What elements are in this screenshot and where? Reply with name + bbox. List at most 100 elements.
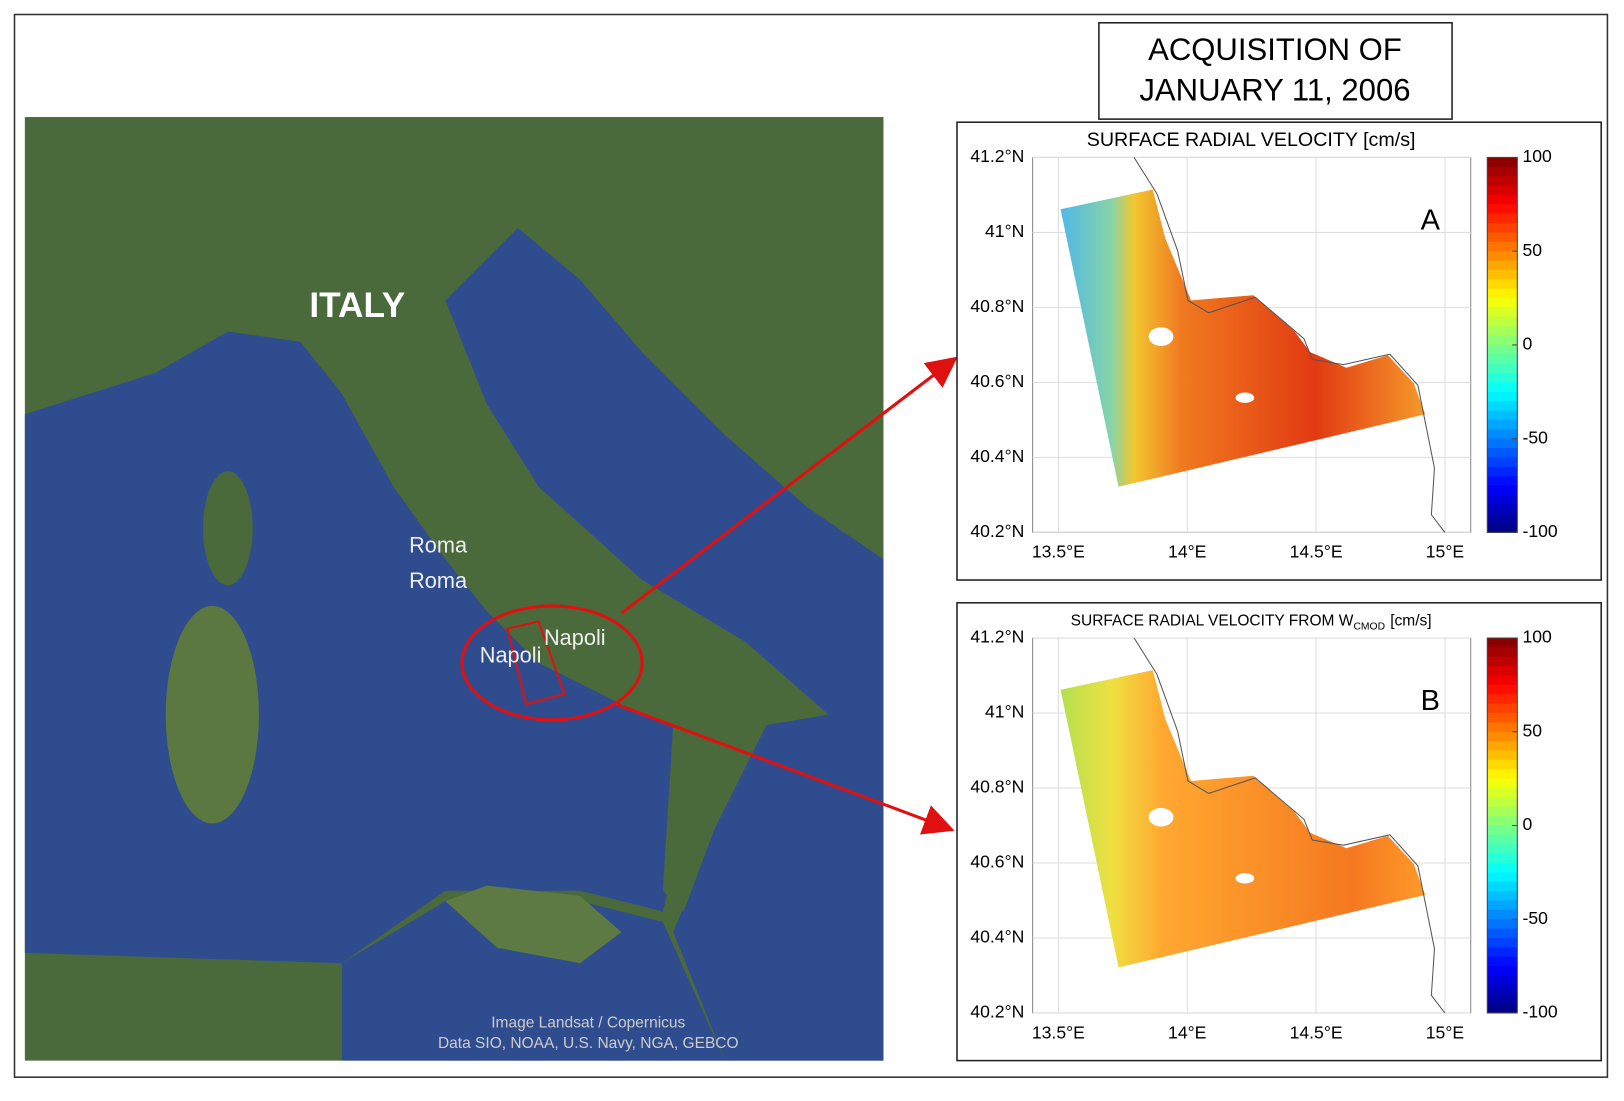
land-hole — [1235, 873, 1255, 884]
panel-title: SURFACE RADIAL VELOCITY [cm/s] — [1087, 129, 1416, 151]
colorbar-step — [1487, 731, 1518, 742]
land-hole — [1148, 327, 1174, 346]
colorbar-step — [1487, 223, 1518, 233]
colorbar-step — [1487, 504, 1518, 515]
colorbar-step — [1487, 741, 1518, 752]
colorbar-step — [1487, 881, 1518, 892]
colorbar-step — [1487, 966, 1518, 976]
y-tick-label: 40.2°N — [970, 1002, 1024, 1022]
x-tick-label: 14°E — [1168, 542, 1206, 562]
y-tick-label: 40.6°N — [970, 852, 1024, 872]
colorbar-step — [1487, 825, 1518, 836]
colorbar-step — [1487, 919, 1518, 930]
colorbar-step — [1487, 176, 1518, 187]
colorbar-step — [1487, 401, 1518, 412]
colorbar-step — [1487, 675, 1518, 686]
colorbar-step — [1487, 438, 1518, 449]
colorbar-step — [1487, 466, 1518, 477]
coastline — [1133, 637, 1446, 1014]
colorbar-step — [1487, 759, 1518, 770]
colorbar-step — [1487, 722, 1518, 733]
colorbar-step — [1487, 523, 1518, 533]
title-part: CMOD — [1353, 621, 1385, 632]
colorbar-step — [1487, 241, 1518, 252]
colorbar-step — [1487, 947, 1518, 958]
colorbar-step — [1487, 429, 1518, 440]
colorbar-step — [1487, 647, 1518, 658]
colorbar-step — [1487, 373, 1518, 383]
panel-title: SURFACE RADIAL VELOCITY FROM WCMOD [cm/s] — [1071, 613, 1432, 633]
land-hole — [1235, 392, 1255, 403]
colorbar-step — [1487, 1003, 1518, 1014]
colorbar-tick-label: -100 — [1523, 521, 1558, 541]
colorbar-step — [1487, 485, 1518, 496]
colorbar-step — [1487, 666, 1518, 677]
colorbar-step — [1487, 391, 1518, 402]
colorbar-step — [1487, 684, 1518, 695]
title-part: SURFACE RADIAL VELOCITY [cm/s] — [1087, 129, 1416, 151]
colorbar-tick-label: 0 — [1523, 334, 1533, 354]
colorbar-step — [1487, 956, 1518, 967]
colorbar-step — [1487, 984, 1518, 995]
arrow — [620, 356, 958, 615]
satellite-map: ITALY Roma Roma Napoli Napoli Image Land… — [24, 117, 958, 1061]
colorbar-tick-label: 50 — [1523, 720, 1543, 740]
colorbar-step — [1487, 656, 1518, 667]
island — [165, 605, 259, 824]
title-part: SURFACE RADIAL VELOCITY FROM W — [1071, 613, 1354, 630]
colorbar-step — [1487, 834, 1518, 845]
y-tick-label: 41°N — [985, 702, 1024, 722]
y-tick-label: 40.4°N — [970, 927, 1024, 947]
y-tick-label: 40.4°N — [970, 446, 1024, 466]
panel-letter: B — [1421, 685, 1440, 717]
island — [203, 471, 253, 586]
colorbar-tick-label: 100 — [1523, 146, 1553, 166]
island — [445, 885, 622, 964]
place-label: Roma — [409, 533, 468, 558]
colorbar-step — [1487, 335, 1518, 346]
panel: 13.5°E 14°E 14.5°E 15°E 40.2°N 40.4°N 40.6°N 40… — [956, 121, 1602, 581]
colorbar-step — [1487, 344, 1518, 355]
x-tick-label: 14°E — [1168, 1022, 1206, 1042]
colorbar-step — [1487, 476, 1518, 487]
colorbar-step — [1487, 513, 1518, 524]
sea — [341, 901, 725, 1061]
colorbar-step — [1487, 909, 1518, 920]
outer-frame — [13, 13, 1609, 1078]
colorbar-step — [1487, 994, 1518, 1005]
colorbar-tick-label: 0 — [1523, 814, 1533, 834]
colorbar-step — [1487, 928, 1518, 939]
colorbar-tick-label: -50 — [1523, 427, 1549, 447]
colorbar-step — [1487, 269, 1518, 280]
colorbar-step — [1487, 410, 1518, 421]
colorbar-tick-label: -100 — [1523, 1002, 1558, 1022]
land-hole — [1148, 807, 1174, 827]
colorbar-step — [1487, 844, 1518, 855]
colorbar-step — [1487, 157, 1518, 168]
place-label: Napoli — [544, 625, 606, 650]
colorbar-step — [1487, 816, 1518, 827]
y-tick-label: 41.2°N — [970, 627, 1024, 647]
attribution: Image Landsat / Copernicus — [491, 1014, 685, 1031]
coastline — [1133, 157, 1446, 533]
velocity-field — [1060, 189, 1426, 487]
x-tick-label: 14.5°E — [1290, 542, 1343, 562]
title-part: [cm/s] — [1390, 613, 1431, 630]
colorbar-tick-label: -50 — [1523, 908, 1549, 928]
y-tick-label: 40.8°N — [970, 296, 1024, 316]
colorbar-step — [1487, 797, 1518, 808]
colorbar-step — [1487, 448, 1518, 458]
place-label: Napoli — [480, 642, 542, 667]
highlight-ellipse — [460, 604, 644, 722]
sea — [445, 227, 884, 1061]
y-tick-label: 40.8°N — [970, 777, 1024, 797]
colorbar-step — [1487, 307, 1518, 318]
colorbar-tick-label: 50 — [1523, 240, 1543, 260]
panel-letter: A — [1421, 204, 1441, 236]
colorbar-step — [1487, 166, 1518, 177]
land — [662, 714, 725, 912]
colorbar-step — [1487, 279, 1518, 290]
colorbar-step — [1487, 638, 1518, 648]
x-tick-label: 15°E — [1426, 1022, 1464, 1042]
